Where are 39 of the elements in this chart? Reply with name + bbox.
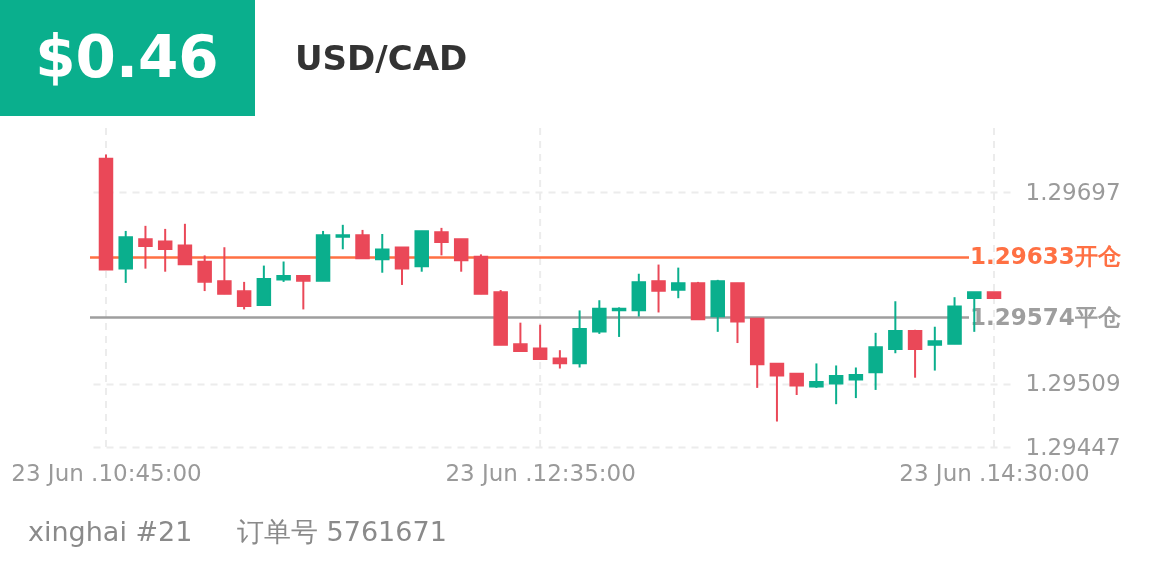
y-tick-label: 1.29509 xyxy=(1025,370,1121,397)
ref-line-label: 1.29633开仓 xyxy=(970,243,1122,270)
candlestick xyxy=(197,254,212,293)
candlestick xyxy=(335,223,351,251)
candlestick xyxy=(592,299,607,335)
x-tick-label: 23 Jun .10:45:00 xyxy=(11,459,202,486)
candlestick xyxy=(236,280,252,311)
candlestick xyxy=(276,260,291,283)
y-tick-label: 1.29697 xyxy=(1025,178,1121,205)
candlestick xyxy=(828,364,844,406)
text: 订单号 5761671 xyxy=(237,516,447,547)
candlestick xyxy=(375,232,390,274)
candlestick xyxy=(513,321,528,353)
candlestick xyxy=(434,226,449,257)
candlestick xyxy=(355,228,370,260)
candlestick xyxy=(138,224,153,270)
candlestick xyxy=(157,227,173,273)
chart-title: USD/CAD xyxy=(295,38,468,78)
candlestick xyxy=(217,246,232,296)
candlestick xyxy=(907,328,923,379)
candlestick xyxy=(769,362,785,423)
candlestick xyxy=(651,263,666,314)
candlestick xyxy=(532,323,548,361)
candlestick xyxy=(552,349,568,370)
candlestick xyxy=(927,325,943,372)
candlestick xyxy=(394,246,410,286)
candlestick xyxy=(671,266,686,300)
candlestick xyxy=(809,362,824,389)
candlestick xyxy=(296,274,311,311)
candlestick xyxy=(177,222,193,266)
candlestick xyxy=(789,372,804,397)
y-tick-label: 1.29447 xyxy=(1025,433,1121,460)
text: $0.46 xyxy=(35,23,219,91)
candlestick xyxy=(888,300,903,355)
candlestick xyxy=(848,366,864,400)
x-tick-label: 23 Jun .12:35:00 xyxy=(445,459,636,486)
text: xinghai #21 xyxy=(28,516,193,547)
candlestick xyxy=(453,238,469,273)
x-tick-label: 23 Jun .14:30:00 xyxy=(899,459,1090,486)
